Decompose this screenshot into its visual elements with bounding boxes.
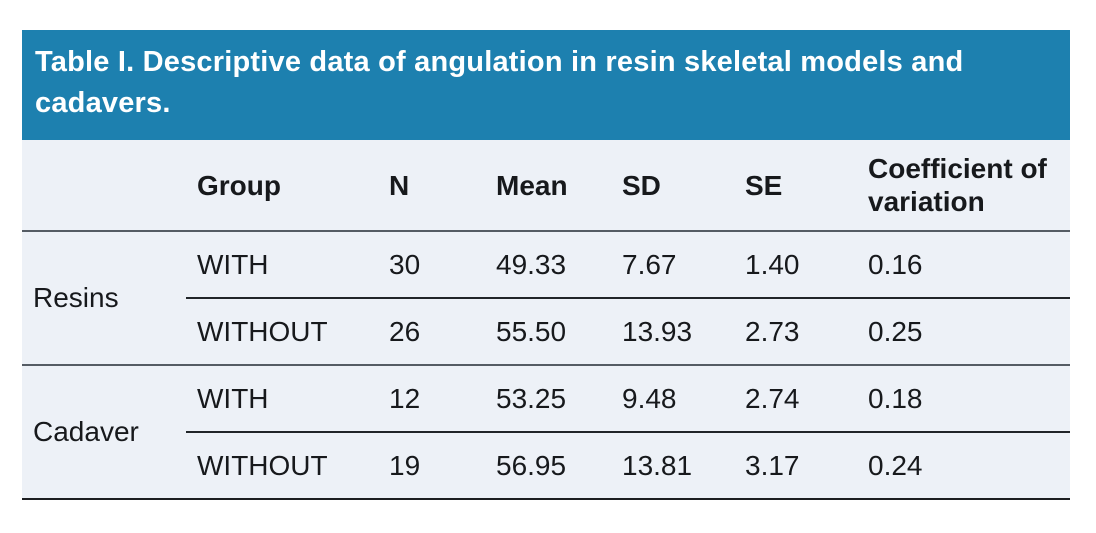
cell-cv: 0.18 — [868, 382, 923, 414]
cell-group: WITHOUT — [197, 449, 328, 481]
group-section-resins: Resins WITH 30 49.33 7.67 1.40 0.16 WITH… — [22, 232, 1070, 364]
cell-group: WITH — [197, 382, 269, 414]
column-header-row: Group N Mean SD SE Coefficient of variat… — [22, 140, 1070, 232]
cell-sd: 13.93 — [622, 315, 693, 347]
table-row-resins-with: WITH 30 49.33 7.67 1.40 0.16 — [186, 232, 1070, 297]
table-body: Group N Mean SD SE Coefficient of variat… — [22, 140, 1070, 500]
cell-group: WITHOUT — [197, 315, 328, 347]
cell-se: 3.17 — [745, 449, 800, 481]
table-row-cadaver-with: WITH 12 53.25 9.48 2.74 0.18 — [186, 366, 1070, 431]
group-label-cadaver: Cadaver — [33, 416, 139, 447]
column-header-se: SE — [745, 169, 783, 201]
group-section-cadaver: Cadaver WITH 12 53.25 9.48 2.74 0.18 WIT… — [22, 366, 1070, 498]
table-row-cadaver-without: WITHOUT 19 56.95 13.81 3.17 0.24 — [186, 433, 1070, 498]
row-divider — [186, 431, 1070, 433]
table-bottom-rule — [22, 498, 1070, 500]
table-i: Table I. Descriptive data of angulation … — [22, 30, 1070, 500]
cell-cv: 0.25 — [868, 315, 923, 347]
cell-mean: 56.95 — [496, 449, 567, 481]
column-header-n: N — [389, 169, 410, 201]
column-header-mean: Mean — [496, 169, 568, 201]
cell-n: 30 — [389, 248, 421, 280]
cell-cv: 0.24 — [868, 449, 923, 481]
cell-n: 12 — [389, 382, 421, 414]
group-label-resins: Resins — [33, 282, 119, 313]
table-title: Table I. Descriptive data of angulation … — [22, 30, 1070, 140]
table-row-resins-without: WITHOUT 26 55.50 13.93 2.73 0.25 — [186, 299, 1070, 364]
cell-group: WITH — [197, 248, 269, 280]
group-separator — [22, 364, 1070, 366]
group-rows-resins: WITH 30 49.33 7.67 1.40 0.16 WITHOUT 26 … — [186, 232, 1070, 364]
column-header-sd: SD — [622, 169, 661, 201]
cell-mean: 53.25 — [496, 382, 567, 414]
cell-sd: 7.67 — [622, 248, 677, 280]
cell-sd: 13.81 — [622, 449, 693, 481]
cell-se: 2.74 — [745, 382, 800, 414]
column-header-coefficient-of-variation: Coefficient of variation — [868, 153, 1047, 217]
cell-se: 2.73 — [745, 315, 800, 347]
cell-n: 26 — [389, 315, 421, 347]
cell-mean: 55.50 — [496, 315, 567, 347]
cell-n: 19 — [389, 449, 421, 481]
group-rows-cadaver: WITH 12 53.25 9.48 2.74 0.18 WITHOUT 19 … — [186, 366, 1070, 498]
row-divider — [186, 297, 1070, 299]
cell-cv: 0.16 — [868, 248, 923, 280]
cell-sd: 9.48 — [622, 382, 677, 414]
cell-se: 1.40 — [745, 248, 800, 280]
cell-mean: 49.33 — [496, 248, 567, 280]
column-header-group: Group — [197, 169, 281, 201]
